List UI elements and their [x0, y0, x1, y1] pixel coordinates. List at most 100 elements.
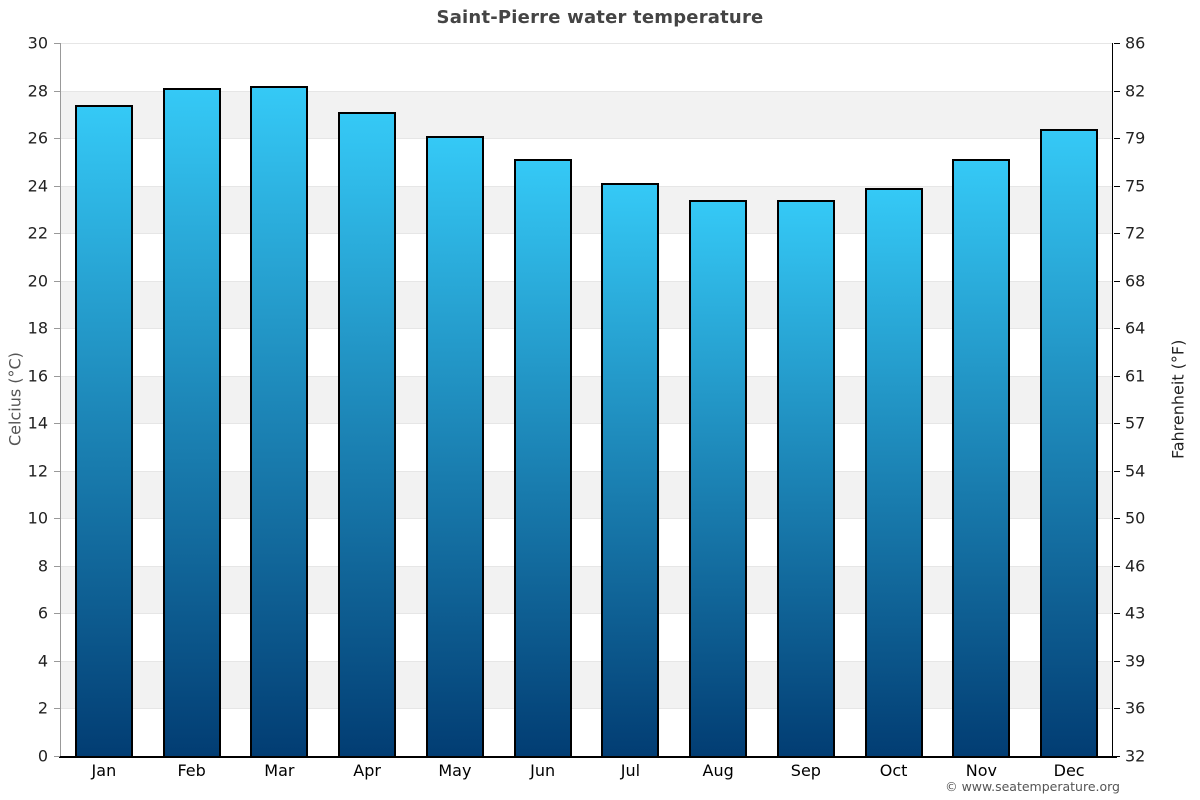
- axis-tick-left: [54, 708, 60, 710]
- y-tick-label-fahrenheit: 86: [1125, 33, 1146, 53]
- month-label-sep: Sep: [790, 761, 821, 780]
- month-label-jul: Jul: [620, 761, 641, 780]
- month-label-feb: Feb: [177, 761, 206, 780]
- axis-tick-right: [1114, 756, 1120, 757]
- plot-band: [60, 43, 1113, 92]
- axis-tick-right: [1114, 660, 1120, 662]
- bottom-axis-line: [59, 756, 1117, 758]
- bars-layer: [60, 43, 1113, 756]
- y-tick-label-celsius: 2: [37, 698, 48, 718]
- axis-tick-left: [54, 565, 60, 567]
- temp-bar-aug[interactable]: [689, 199, 748, 756]
- plot-band: [60, 138, 1113, 187]
- right-axis-line: [1112, 43, 1113, 756]
- y-tick-label-celsius: 4: [37, 651, 48, 671]
- y-tick-label-celsius: 6: [37, 603, 48, 623]
- plot-band: [60, 613, 1113, 662]
- y-tick-label-fahrenheit: 39: [1125, 651, 1146, 671]
- y-tick-label-fahrenheit: 32: [1125, 746, 1146, 766]
- axis-tick-right: [1114, 423, 1120, 425]
- y-tick-label-celsius: 10: [27, 508, 48, 528]
- axis-tick-right: [1114, 708, 1120, 710]
- y-tick-label-fahrenheit: 61: [1125, 366, 1146, 386]
- y-tick-label-celsius: 24: [27, 176, 48, 196]
- y-tick-label-celsius: 16: [27, 366, 48, 386]
- right-tick-labels: 86 82 79 75 72 68 64 61 57 54 50 46 43 39 36 32: [1113, 34, 1193, 766]
- y-tick-label-fahrenheit: 75: [1125, 176, 1146, 196]
- y-tick-label-fahrenheit: 36: [1125, 698, 1146, 718]
- plot-band: [60, 565, 1113, 615]
- y-tick-label-fahrenheit: 79: [1125, 128, 1146, 148]
- temp-bar-feb[interactable]: [162, 88, 221, 756]
- plot-band: [60, 660, 1113, 710]
- y-tick-label-celsius: 28: [27, 81, 48, 101]
- month-label-jan: Jan: [91, 761, 117, 780]
- y-tick-label-fahrenheit: 54: [1125, 461, 1146, 481]
- plot-band: [60, 90, 1113, 140]
- plot-area: [54, 43, 1120, 758]
- y-tick-label-celsius: 0: [37, 746, 48, 766]
- axis-tick-left: [54, 43, 60, 44]
- plot-band: [60, 470, 1113, 520]
- plot-band: [60, 233, 1113, 282]
- temp-bar-nov[interactable]: [952, 159, 1011, 756]
- month-label-nov: Nov: [965, 761, 997, 780]
- y-tick-label-fahrenheit: 57: [1125, 413, 1146, 433]
- temp-bar-jun[interactable]: [513, 159, 572, 756]
- y-tick-label-celsius: 12: [27, 461, 48, 481]
- temp-bar-dec[interactable]: [1040, 128, 1099, 756]
- temp-bar-apr[interactable]: [338, 111, 397, 756]
- axis-tick-right: [1114, 90, 1120, 92]
- y-tick-label-fahrenheit: 68: [1125, 271, 1146, 291]
- plot-band: [60, 185, 1113, 235]
- plot-band: [60, 280, 1113, 330]
- y-tick-label-celsius: 26: [27, 128, 48, 148]
- temp-bar-mar[interactable]: [250, 85, 309, 756]
- temp-bar-oct[interactable]: [864, 187, 923, 756]
- axis-tick-left: [54, 518, 60, 520]
- temp-bar-may[interactable]: [425, 135, 484, 756]
- temp-bar-jan[interactable]: [74, 104, 133, 756]
- axis-tick-left: [54, 280, 60, 282]
- axis-tick-left: [54, 470, 60, 472]
- axis-tick-left: [54, 90, 60, 92]
- axis-tick-right: [1114, 233, 1120, 235]
- plot-band: [60, 518, 1113, 567]
- y-tick-label-fahrenheit: 43: [1125, 603, 1146, 623]
- axis-tick-right: [1114, 43, 1120, 44]
- axis-tick-left: [54, 756, 60, 757]
- month-label-aug: Aug: [702, 761, 734, 780]
- axis-tick-right: [1114, 565, 1120, 567]
- axis-tick-right: [1114, 375, 1120, 377]
- axis-tick-left: [54, 138, 60, 140]
- axis-tick-left: [54, 613, 60, 615]
- plot-bands: [60, 43, 1113, 757]
- axis-tick-left: [54, 423, 60, 425]
- y-tick-label-fahrenheit: 50: [1125, 508, 1146, 528]
- axis-tick-left: [54, 185, 60, 187]
- plot-band: [60, 708, 1113, 757]
- y-tick-label-celsius: 30: [27, 33, 48, 53]
- plot-band: [60, 375, 1113, 425]
- axis-tick-right: [1114, 185, 1120, 187]
- y-tick-label-celsius: 22: [27, 223, 48, 243]
- month-label-apr: Apr: [353, 761, 381, 780]
- temp-bar-sep[interactable]: [776, 199, 835, 756]
- axis-tick-right: [1114, 518, 1120, 520]
- temp-bar-jul[interactable]: [601, 183, 660, 756]
- axis-tick-right: [1114, 138, 1120, 140]
- plot-band: [60, 328, 1113, 377]
- month-label-jun: Jun: [530, 761, 556, 780]
- plot-band: [60, 423, 1113, 472]
- axis-tick-right: [1114, 280, 1120, 282]
- month-label-mar: Mar: [264, 761, 295, 780]
- month-label-dec: Dec: [1053, 761, 1085, 780]
- y-tick-label-celsius: 20: [27, 271, 48, 291]
- copyright-link[interactable]: © www.seatemperature.org: [945, 779, 1120, 794]
- axis-tick-left: [54, 328, 60, 330]
- axis-tick-left: [54, 233, 60, 235]
- chart-title: Saint-Pierre water temperature: [436, 7, 764, 28]
- y-tick-label-fahrenheit: 46: [1125, 556, 1146, 576]
- left-axis-line: [60, 43, 61, 756]
